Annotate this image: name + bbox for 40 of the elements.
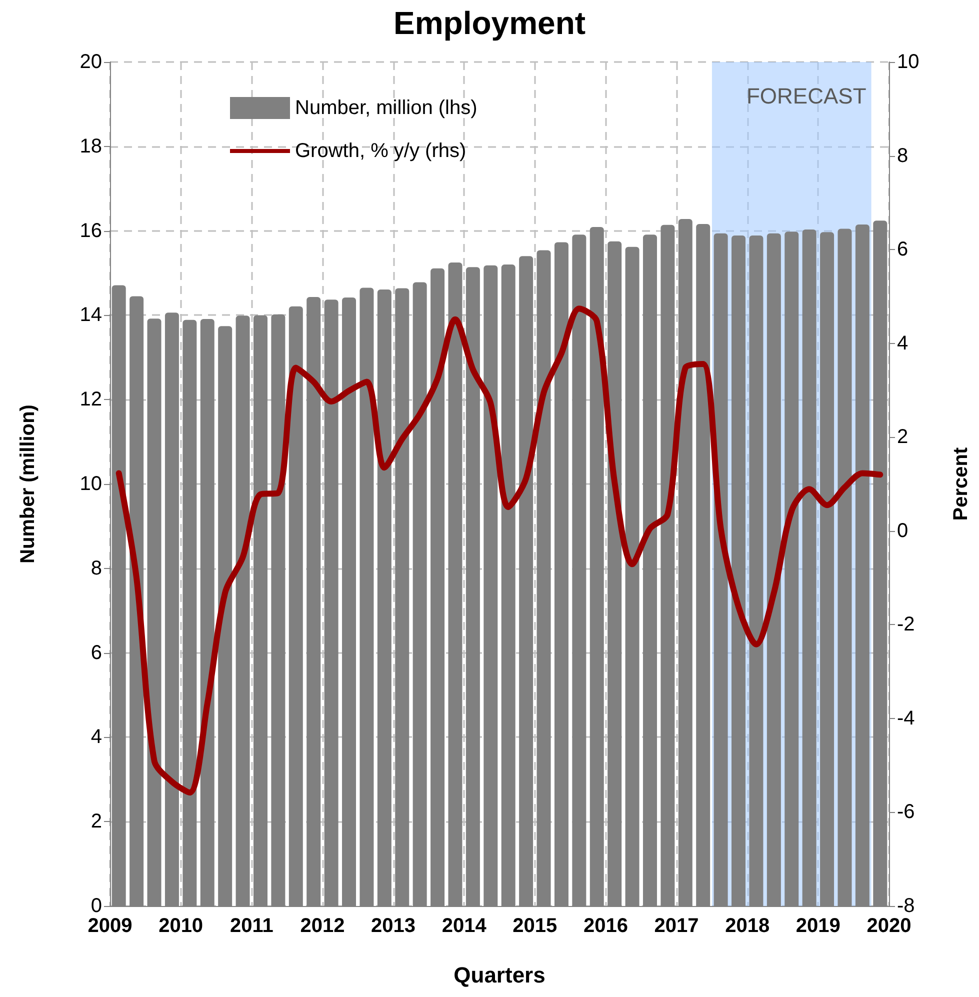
x-axis-title: Quarters — [454, 962, 546, 988]
y2-tick-label: -6 — [897, 801, 915, 824]
x-tick-label: 2010 — [158, 915, 204, 937]
y-tick-label: 18 — [80, 135, 102, 158]
y-tick-label: 12 — [80, 388, 102, 411]
y2-tick-label: 6 — [897, 238, 908, 261]
y2-tick-label: 2 — [897, 426, 908, 448]
y-tick-label: 14 — [80, 304, 102, 326]
y-tick-label: 2 — [90, 810, 102, 833]
x-tick-label: 2009 — [88, 915, 132, 937]
x-tick-label: 2011 — [230, 915, 274, 937]
x-tick-label: 2015 — [512, 915, 558, 937]
x-tick-label: 2020 — [866, 915, 912, 937]
y2-tick-label: 8 — [897, 144, 908, 167]
y-tick-label: 0 — [90, 895, 102, 917]
x-tick-label: 2012 — [300, 915, 345, 937]
y-tick-label: 6 — [90, 642, 102, 664]
y2-tick-label: 4 — [897, 332, 908, 354]
legend-label: Growth, % y/y (rhs) — [295, 140, 466, 162]
y-tick-label: 16 — [80, 220, 102, 242]
x-tick-label: 2016 — [583, 915, 628, 937]
y2-tick-label: 10 — [897, 51, 920, 73]
y-tick-label: 20 — [80, 51, 102, 73]
chart-title: Employment — [393, 5, 586, 41]
y2-tick-label: -8 — [897, 895, 915, 917]
x-tick-label: 2013 — [371, 915, 416, 937]
x-tick-label: 2018 — [725, 915, 770, 937]
y-tick-label: 4 — [90, 726, 102, 748]
legend-label: Number, million (lhs) — [295, 97, 478, 119]
x-tick-label: 2017 — [654, 915, 699, 937]
x-tick-label: 2019 — [796, 915, 840, 937]
y2-axis-title: Percent — [950, 446, 972, 521]
x-tick-label: 2014 — [442, 915, 488, 937]
y-tick-label: 10 — [80, 473, 102, 495]
band-label: FORECAST — [746, 84, 866, 108]
y-axis-title: Number (million) — [17, 404, 39, 564]
y2-tick-label: -2 — [897, 614, 915, 636]
y-tick-label: 8 — [90, 557, 102, 580]
y2-tick-label: -4 — [897, 707, 915, 730]
y2-tick-label: 0 — [897, 520, 908, 542]
